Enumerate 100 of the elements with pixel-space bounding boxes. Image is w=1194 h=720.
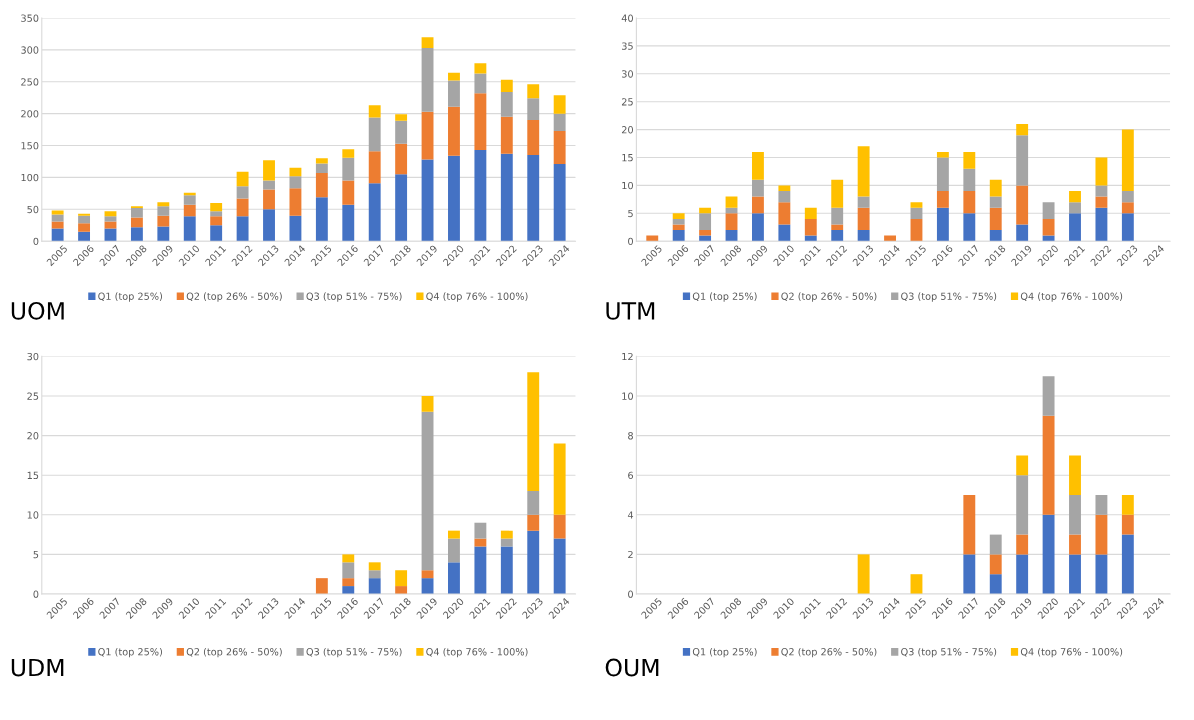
legend-label: Q2 (top 26% - 50%) <box>781 292 877 302</box>
bar <box>989 554 1002 575</box>
bar <box>500 116 513 154</box>
bar <box>289 176 302 189</box>
bar <box>157 215 170 227</box>
bar <box>699 207 712 214</box>
bar <box>1069 213 1081 242</box>
y-tick-label: 2 <box>628 550 633 559</box>
bar <box>315 172 328 198</box>
bar <box>672 218 685 225</box>
bar <box>1121 534 1134 594</box>
bar <box>1069 495 1081 535</box>
y-tick-label: 5 <box>628 209 633 218</box>
bar <box>421 570 434 579</box>
bar <box>646 235 659 242</box>
y-tick-label: 100 <box>21 173 39 182</box>
bar <box>553 95 566 114</box>
bar <box>963 495 976 555</box>
bar <box>342 578 355 587</box>
y-tick-label: 0 <box>628 237 633 246</box>
bar <box>236 216 249 242</box>
bar <box>857 554 870 594</box>
bar <box>527 98 540 121</box>
bar <box>1069 202 1081 214</box>
bar <box>1121 495 1134 515</box>
bar <box>1016 124 1029 136</box>
bar <box>474 93 487 151</box>
y-tick-label: 200 <box>21 110 39 118</box>
bar <box>527 491 540 515</box>
bar <box>368 105 381 118</box>
bar <box>527 120 540 156</box>
bar <box>368 562 381 571</box>
legend-label: Q2 (top 26% - 50%) <box>781 647 877 658</box>
bar <box>752 179 764 197</box>
bar <box>263 189 275 210</box>
bar <box>857 146 870 197</box>
bar <box>289 188 302 216</box>
bar <box>831 179 844 208</box>
bar <box>395 120 408 144</box>
bar <box>1042 218 1055 236</box>
bar <box>553 164 566 242</box>
bar <box>857 230 870 242</box>
bar <box>104 216 117 222</box>
bar <box>183 195 196 205</box>
bar <box>51 214 64 222</box>
bar <box>395 114 408 121</box>
bar <box>157 202 170 207</box>
bar <box>263 180 275 190</box>
bar <box>500 79 513 92</box>
bar <box>1095 514 1108 555</box>
legend-label: Q3 (top 51% - 75%) <box>306 292 402 302</box>
bar <box>1016 475 1029 535</box>
y-tick-label: 15 <box>27 471 39 480</box>
bar <box>474 73 487 94</box>
bar <box>104 221 117 229</box>
bar <box>289 215 302 242</box>
bar <box>130 227 143 242</box>
bar <box>421 411 434 571</box>
legend-label: Q1 (top 25%) <box>98 292 162 302</box>
legend-label: Q4 (top 76% - 100%) <box>1020 647 1123 658</box>
bar <box>130 208 143 218</box>
bar <box>368 151 381 184</box>
bar <box>448 80 460 107</box>
bar <box>51 221 64 229</box>
bar <box>804 207 817 219</box>
bar <box>857 196 870 208</box>
bar <box>910 202 923 208</box>
bar <box>474 546 487 594</box>
y-tick-label: 5 <box>33 551 39 559</box>
text: OUM <box>605 658 659 677</box>
bar <box>395 570 408 587</box>
bar <box>672 230 685 242</box>
bar <box>989 534 1002 555</box>
bar <box>210 211 223 217</box>
bar <box>1016 554 1029 594</box>
bar <box>1042 235 1055 242</box>
bar <box>1042 415 1055 515</box>
bar <box>448 72 460 81</box>
bar <box>936 207 949 242</box>
bar <box>342 204 355 242</box>
bar <box>752 213 764 242</box>
bar <box>725 230 738 242</box>
bar <box>553 443 566 515</box>
bar <box>1016 185 1029 225</box>
text: UOM <box>11 301 64 320</box>
bar <box>1069 455 1081 495</box>
legend-label: Q2 (top 26% - 50%) <box>186 647 282 658</box>
bar <box>963 151 976 169</box>
bar <box>831 230 844 242</box>
y-tick-label: 350 <box>21 14 39 22</box>
bar <box>884 235 896 242</box>
bar <box>1121 514 1134 535</box>
bar <box>342 149 355 158</box>
legend-label: Q3 (top 51% - 75%) <box>901 292 997 302</box>
legend-label: Q4 (top 76% - 100%) <box>426 292 528 302</box>
bar <box>236 171 249 187</box>
bar <box>104 228 117 242</box>
legend-label: Q2 (top 26% - 50%) <box>186 292 282 302</box>
bar <box>553 130 566 165</box>
bar <box>752 151 764 180</box>
